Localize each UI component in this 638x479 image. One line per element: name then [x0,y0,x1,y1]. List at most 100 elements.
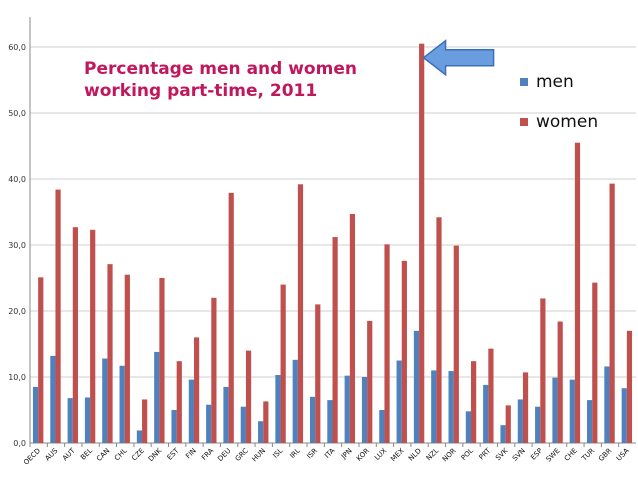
bar-women-oecd [38,277,44,443]
x-tick-label: TUR [580,447,597,464]
bar-men-ita [327,400,333,443]
x-tick-label: BEL [79,447,94,462]
x-tick-label: CZE [130,447,146,463]
x-tick-label: ISL [271,447,284,460]
x-tick-label: ESP [529,447,544,462]
bar-women-aut [72,227,78,443]
bar-women-jpn [349,213,356,443]
bar-women-ita [332,237,338,443]
bar-men-dnk [154,351,160,443]
bar-women-irl [297,184,304,443]
x-tick-label: GRC [234,447,250,463]
bar-women-hun [263,401,269,443]
bar-women-isr [315,304,321,443]
bar-women-deu [228,192,234,443]
x-tick-label: FIN [184,447,198,461]
x-tick-label: CHE [563,447,579,463]
bar-women-prt [488,348,494,443]
bar-men-jpn [344,375,350,443]
x-tick-label: ITA [323,447,336,460]
bar-men-prt [483,384,489,443]
y-tick-label: 10,0 [8,373,26,382]
x-tick-label: MEX [389,447,406,464]
bar-women-aus [55,189,61,443]
x-tick-label: NLD [407,447,423,463]
x-tick-label: IRL [288,447,301,460]
x-tick-label: OECD [22,447,42,467]
bar-women-isl [280,284,286,443]
x-tick-label: SVN [511,447,527,463]
x-tick-label: DNK [147,446,164,463]
legend-swatch-men [520,78,528,86]
bar-women-kor [367,320,373,443]
x-tick-label: USA [615,447,631,463]
x-tick-label: LUX [373,447,388,462]
bar-women-nld [419,43,425,443]
chart-title: Percentage men and women working part-ti… [84,59,357,101]
x-tick-label: CHL [113,447,129,463]
bar-men-irl [292,359,298,443]
bar-men-svk [500,425,506,443]
bar-men-isl [275,375,281,443]
bar-women-nzl [436,217,442,443]
bar-women-est [176,361,182,443]
x-tick-label: AUS [44,446,60,462]
y-tick-label: 40,0 [8,175,26,184]
bar-men-isr [309,396,316,443]
bar-women-swe [557,321,563,443]
bar-women-fra [211,297,217,443]
y-tick-label: 50,0 [8,109,26,118]
x-tick-label: GBR [597,447,613,463]
bar-men-svn [517,399,523,443]
bar-women-bel [90,229,96,443]
x-tick-label: POL [460,447,475,462]
bar-men-lux [379,410,385,443]
x-tick-label: CAN [95,447,111,463]
bar-men-cze [136,430,143,443]
x-tick-label: NZL [425,447,441,463]
legend-label-men: men [536,72,574,92]
bar-men-mex [396,360,402,443]
bar-men-aut [67,398,73,443]
bar-men-fra [206,404,212,443]
bar-women-usa [626,330,633,443]
bar-women-esp [540,298,546,443]
x-tick-label: DEU [216,447,232,463]
bar-women-svk [505,405,511,443]
x-tick-label: SVK [494,446,510,462]
bar-women-chl [124,274,130,443]
bar-women-grc [245,350,252,443]
bar-women-pol [471,361,477,443]
bar-women-fin [193,337,200,443]
bar-men-nzl [431,370,437,443]
x-tick-label: KOR [355,447,371,463]
bar-women-can [107,264,113,443]
bar-women-cze [142,399,148,443]
x-tick-label: ISR [305,447,319,461]
x-tick-label: PRT [477,446,492,461]
bar-men-gbr [604,366,610,443]
bar-men-esp [535,406,541,443]
bar-women-gbr [609,183,615,443]
bar-men-kor [361,377,368,443]
bar-women-nor [453,245,459,443]
bar-men-est [171,410,177,443]
bar-men-fin [188,379,194,443]
bar-women-tur [592,282,598,443]
x-tick-label: NOR [441,447,458,464]
bar-men-aus [50,355,56,443]
legend-swatch-women [520,118,528,126]
bar-women-dnk [159,278,165,443]
bar-men-oecd [32,386,39,443]
bar-men-nld [413,330,420,443]
bar-men-deu [223,386,229,443]
y-tick-label: 20,0 [8,307,26,316]
bar-men-che [569,379,575,443]
x-tick-label: HUN [250,447,267,464]
y-tick-label: 60,0 [8,43,26,52]
x-tick-label: AUT [61,446,77,462]
y-tick-label: 30,0 [8,241,26,250]
bar-men-swe [552,377,558,443]
